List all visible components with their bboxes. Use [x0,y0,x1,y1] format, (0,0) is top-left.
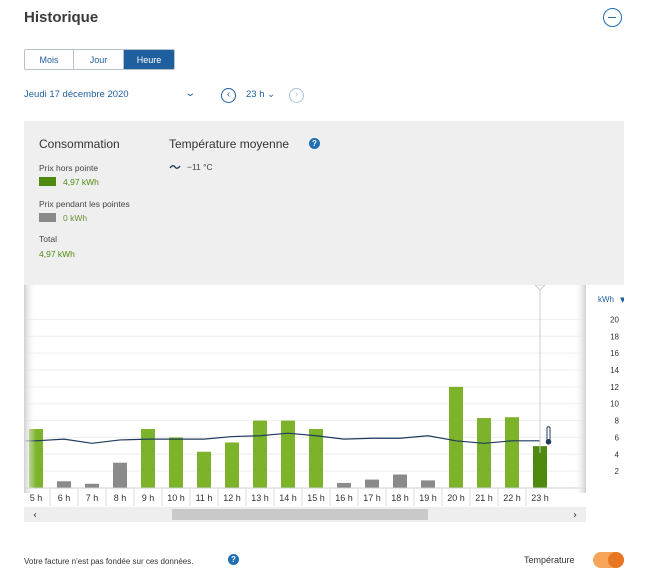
bar-12h[interactable] [225,442,239,488]
tab-jour[interactable]: Jour [74,50,124,69]
scroll-right-icon[interactable]: › [573,510,577,521]
thermometer-icon [545,426,552,445]
x-tick-label: 6 h [58,493,71,503]
y-tick-label: 12 [610,383,619,392]
x-tick-label: 8 h [114,493,127,503]
total-label: Total [39,234,57,244]
offpeak-label: Prix hors pointe [39,163,99,173]
offpeak-swatch [39,177,56,186]
scrollbar-thumb[interactable] [172,509,428,520]
bar-20h[interactable] [449,386,463,488]
unit-dropdown-icon[interactable]: ▼ [620,296,624,304]
temperature-value: −11 °C [187,162,213,172]
next-hour-icon[interactable]: › [289,88,304,103]
chevron-down-icon[interactable]: ⌄ [184,88,197,99]
y-tick-label: 6 [615,433,620,442]
chevron-down-icon: ⌄ [267,89,276,100]
consumption-title: Consommation [39,137,120,151]
x-tick-label: 18 h [391,493,409,503]
bar-21h[interactable] [477,418,491,488]
x-tick-label: 13 h [251,493,269,503]
y-tick-label: 20 [610,315,619,324]
bar-17h[interactable] [365,479,379,488]
x-tick-label: 10 h [167,493,185,503]
selection-marker [534,285,546,291]
x-tick-label: 14 h [279,493,297,503]
y-tick-label: 4 [615,450,620,459]
date-dropdown[interactable]: Jeudi 17 décembre 2020 [24,89,129,100]
period-tabs: Mois Jour Heure [24,49,175,70]
bar-7h[interactable] [85,483,99,488]
x-tick-label: 9 h [142,493,155,503]
page-title: Historique [24,9,99,26]
bar-8h[interactable] [113,462,127,488]
peak-value: 0 kWh [63,213,88,223]
total-value: 4,97 kWh [39,249,75,259]
y-tick-label: 8 [615,417,620,426]
temperature-toggle-label: Température [524,555,575,565]
bar-18h[interactable] [393,474,407,488]
disclaimer: Votre facture n’est pas fondée sur ces d… [24,557,194,566]
bar-15h[interactable] [309,429,323,488]
hour-dropdown[interactable]: 23 h ⌄ [246,89,275,100]
chart-svg: 5 h 6 h 7 h 8 h 9 h 10 h 11 h 12 h 13 h 14 h 15 h 1… [24,285,624,522]
temperature-toggle[interactable] [593,552,624,568]
tab-heure[interactable]: Heure [124,50,174,69]
x-tick-label: 15 h [307,493,325,503]
scroll-left-icon[interactable]: ‹ [33,510,37,521]
x-tick-label: 19 h [419,493,437,503]
consumption-chart: 5 h 6 h 7 h 8 h 9 h 10 h 11 h 12 h 13 h 14 h 15 h 1… [24,285,624,522]
x-tick-label: 12 h [223,493,241,503]
temperature-title: Température moyenne [169,137,290,151]
y-tick-label: 16 [610,349,619,358]
y-unit-label[interactable]: kWh [598,295,614,304]
bar-9h[interactable] [141,429,155,488]
tab-mois[interactable]: Mois [25,50,74,69]
hour-value: 23 h [246,89,265,100]
bar-13h[interactable] [253,420,267,488]
bar-22h[interactable] [505,417,519,488]
y-tick-label: 18 [610,332,619,341]
x-tick-label: 7 h [86,493,99,503]
peak-label: Prix pendant les pointes [39,199,130,209]
summary-panel: Consommation Prix hors pointe 4,97 kWh P… [24,121,624,285]
bar-19h[interactable] [421,480,435,488]
bar-16h[interactable] [337,482,351,488]
peak-swatch [39,213,56,222]
x-tick-label: 17 h [363,493,381,503]
x-tick-label: 16 h [335,493,353,503]
help-icon[interactable]: ? [228,554,239,565]
x-tick-label: 5 h [30,493,43,503]
help-icon[interactable]: ? [309,138,320,149]
x-tick-label: 11 h [196,493,213,503]
y-tick-label: 10 [610,400,619,409]
y-tick-label: 14 [610,366,619,375]
disclaimer-text: Votre facture n’est pas fondée sur ces d… [24,557,193,566]
x-tick-label: 23 h [531,493,549,503]
x-tick-label: 21 h [475,493,493,503]
minus-circle-icon[interactable] [603,8,622,27]
bar-11h[interactable] [197,451,211,488]
previous-hour-icon[interactable]: ‹ [221,88,236,103]
temperature-line [24,432,540,444]
offpeak-value: 4,97 kWh [63,177,99,187]
x-tick-label: 20 h [447,493,465,503]
bar-23h[interactable] [533,446,547,488]
temperature-line-icon [169,165,181,169]
bar-14h[interactable] [281,420,295,488]
bar-6h[interactable] [57,481,71,488]
bar-10h[interactable] [169,437,183,488]
y-tick-label: 2 [615,467,620,476]
toggle-knob [608,552,624,568]
x-tick-label: 22 h [503,493,521,503]
